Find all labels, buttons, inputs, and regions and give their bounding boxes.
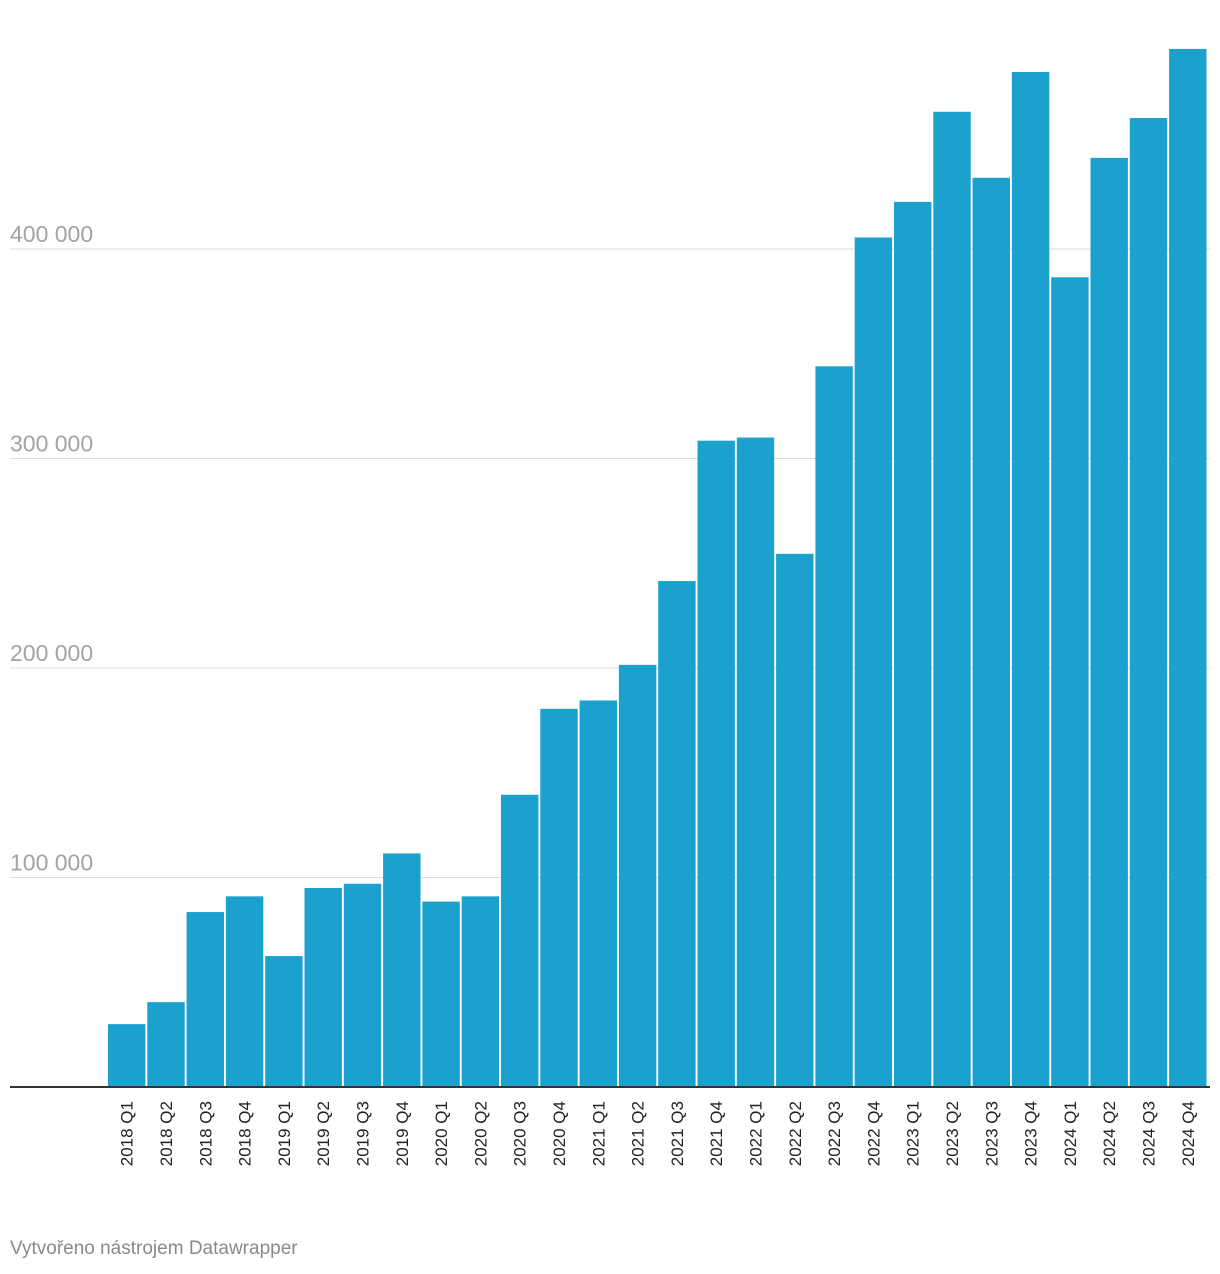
datawrapper-credit[interactable]: Vytvořeno nástrojem Datawrapper [10, 1238, 298, 1259]
bar[interactable] [1169, 48, 1207, 1088]
x-tick-label: 2021 Q4 [707, 1101, 726, 1166]
x-tick-label: 2024 Q1 [1061, 1101, 1080, 1166]
x-tick-label: 2024 Q3 [1140, 1101, 1159, 1166]
x-tick-label: 2022 Q3 [825, 1101, 844, 1166]
bar[interactable] [186, 912, 224, 1087]
bar[interactable] [697, 440, 735, 1087]
bar[interactable] [972, 177, 1010, 1087]
bar[interactable] [854, 237, 893, 1088]
bar[interactable] [225, 896, 264, 1087]
x-tick-label: 2022 Q4 [864, 1101, 883, 1166]
x-tick-label: 2024 Q2 [1100, 1101, 1119, 1166]
bar[interactable] [1011, 71, 1050, 1087]
x-tick-label: 2022 Q1 [747, 1101, 766, 1166]
x-tick-label: 2023 Q4 [1022, 1101, 1041, 1166]
bar[interactable] [618, 664, 657, 1087]
bar[interactable] [343, 883, 382, 1087]
x-tick-label: 2019 Q1 [275, 1101, 294, 1166]
x-tick-label: 2018 Q2 [157, 1101, 176, 1166]
x-tick-label: 2023 Q2 [943, 1101, 962, 1166]
x-tick-label: 2018 Q4 [236, 1101, 255, 1166]
y-tick-label: 100 000 [10, 850, 93, 876]
bar[interactable] [461, 896, 500, 1087]
x-tick-label: 2018 Q3 [196, 1101, 215, 1166]
bar[interactable] [736, 437, 775, 1087]
x-tick-label: 2022 Q2 [786, 1101, 805, 1166]
y-tick-label: 300 000 [10, 431, 93, 457]
x-tick-label: 2020 Q3 [511, 1101, 530, 1166]
x-tick-label: 2019 Q4 [393, 1101, 412, 1166]
y-tick-label: 200 000 [10, 640, 93, 666]
bar[interactable] [1129, 118, 1168, 1087]
x-tick-label: 2023 Q3 [982, 1101, 1001, 1166]
bar[interactable] [1090, 157, 1128, 1087]
bar[interactable] [383, 853, 421, 1087]
x-tick-label: 2024 Q4 [1179, 1101, 1198, 1166]
bar[interactable] [265, 956, 303, 1087]
x-tick-label: 2020 Q4 [550, 1101, 569, 1166]
bar[interactable] [1051, 277, 1089, 1088]
bar[interactable] [894, 201, 932, 1088]
bar[interactable] [933, 111, 971, 1088]
x-tick-label: 2018 Q1 [118, 1101, 137, 1166]
bar[interactable] [304, 887, 342, 1087]
bars [108, 48, 1207, 1088]
x-tick-label: 2019 Q3 [354, 1101, 373, 1166]
bar[interactable] [815, 366, 853, 1087]
x-tick-label: 2020 Q2 [471, 1101, 490, 1166]
x-axis-tick-labels: 2018 Q1 2018 Q2 2018 Q3 2018 Q4 2019 Q1 2019 … [118, 1101, 1198, 1166]
bar[interactable] [776, 553, 814, 1087]
bar[interactable] [658, 581, 696, 1087]
bar[interactable] [147, 1002, 185, 1087]
x-tick-label: 2023 Q1 [904, 1101, 923, 1166]
x-tick-label: 2019 Q2 [314, 1101, 333, 1166]
bar[interactable] [108, 1024, 146, 1087]
bar[interactable] [579, 700, 617, 1087]
y-tick-label: 400 000 [10, 221, 93, 247]
bar[interactable] [540, 708, 578, 1087]
bar[interactable] [501, 794, 539, 1087]
x-tick-label: 2021 Q1 [589, 1101, 608, 1166]
x-tick-label: 2021 Q2 [629, 1101, 648, 1166]
x-tick-label: 2020 Q1 [432, 1101, 451, 1166]
y-axis-tick-labels: 100 000 200 000 300 000 400 000 [10, 221, 93, 876]
x-tick-label: 2021 Q3 [668, 1101, 687, 1166]
bar[interactable] [422, 901, 460, 1087]
